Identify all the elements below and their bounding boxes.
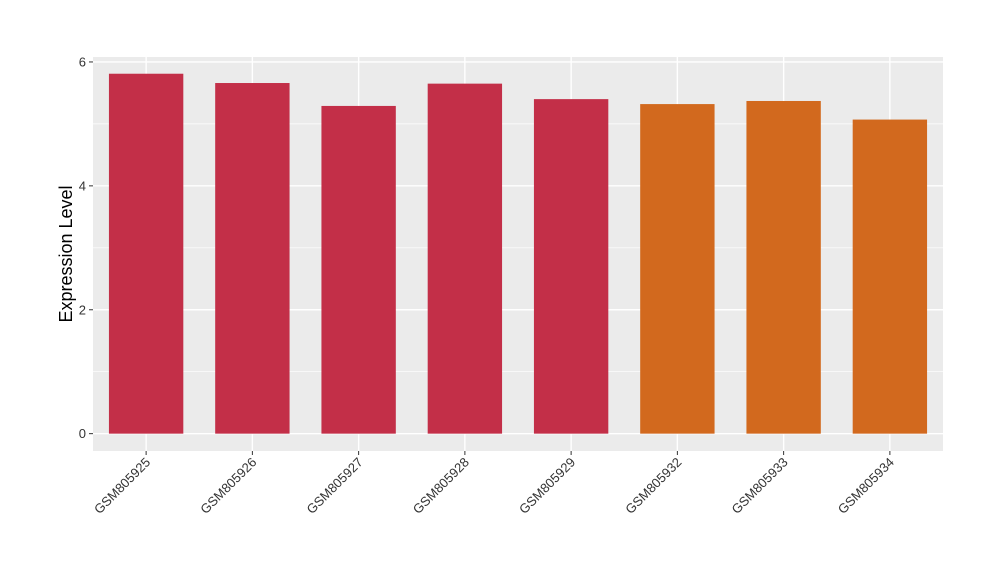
bar-GSM805925 (108, 73, 184, 434)
y-tick-label: 6 (79, 54, 86, 69)
x-tick-label: GSM805926 (197, 455, 259, 517)
y-axis-ticks (89, 61, 93, 435)
y-axis-title: Expression Level (56, 185, 76, 322)
x-tick-label: GSM805929 (516, 455, 578, 517)
x-tick-label: GSM805927 (304, 455, 366, 517)
x-axis-tick-labels: GSM805925 GSM805926 GSM805927 GSM805928 GSM8… (91, 455, 897, 517)
x-tick-label: GSM805925 (91, 455, 153, 517)
bar-GSM805927 (321, 105, 396, 434)
bar-GSM805934 (852, 119, 928, 434)
y-tick-label: 4 (79, 178, 86, 193)
bar-GSM805932 (640, 104, 715, 434)
x-tick-label: GSM805933 (729, 455, 791, 517)
bar-GSM805928 (427, 83, 503, 434)
x-axis-ticks (145, 451, 891, 455)
x-tick-label: GSM805934 (835, 455, 897, 517)
x-tick-label: GSM805932 (622, 455, 684, 517)
y-tick-label: 0 (79, 426, 86, 441)
y-tick-label: 2 (79, 302, 86, 317)
y-axis-tick-labels: 0 2 4 6 (79, 54, 86, 441)
x-tick-label: GSM805928 (410, 455, 472, 517)
bar-GSM805933 (746, 100, 821, 434)
bar-GSM805929 (533, 99, 609, 434)
bars (108, 73, 928, 434)
bar-GSM805926 (215, 83, 290, 434)
